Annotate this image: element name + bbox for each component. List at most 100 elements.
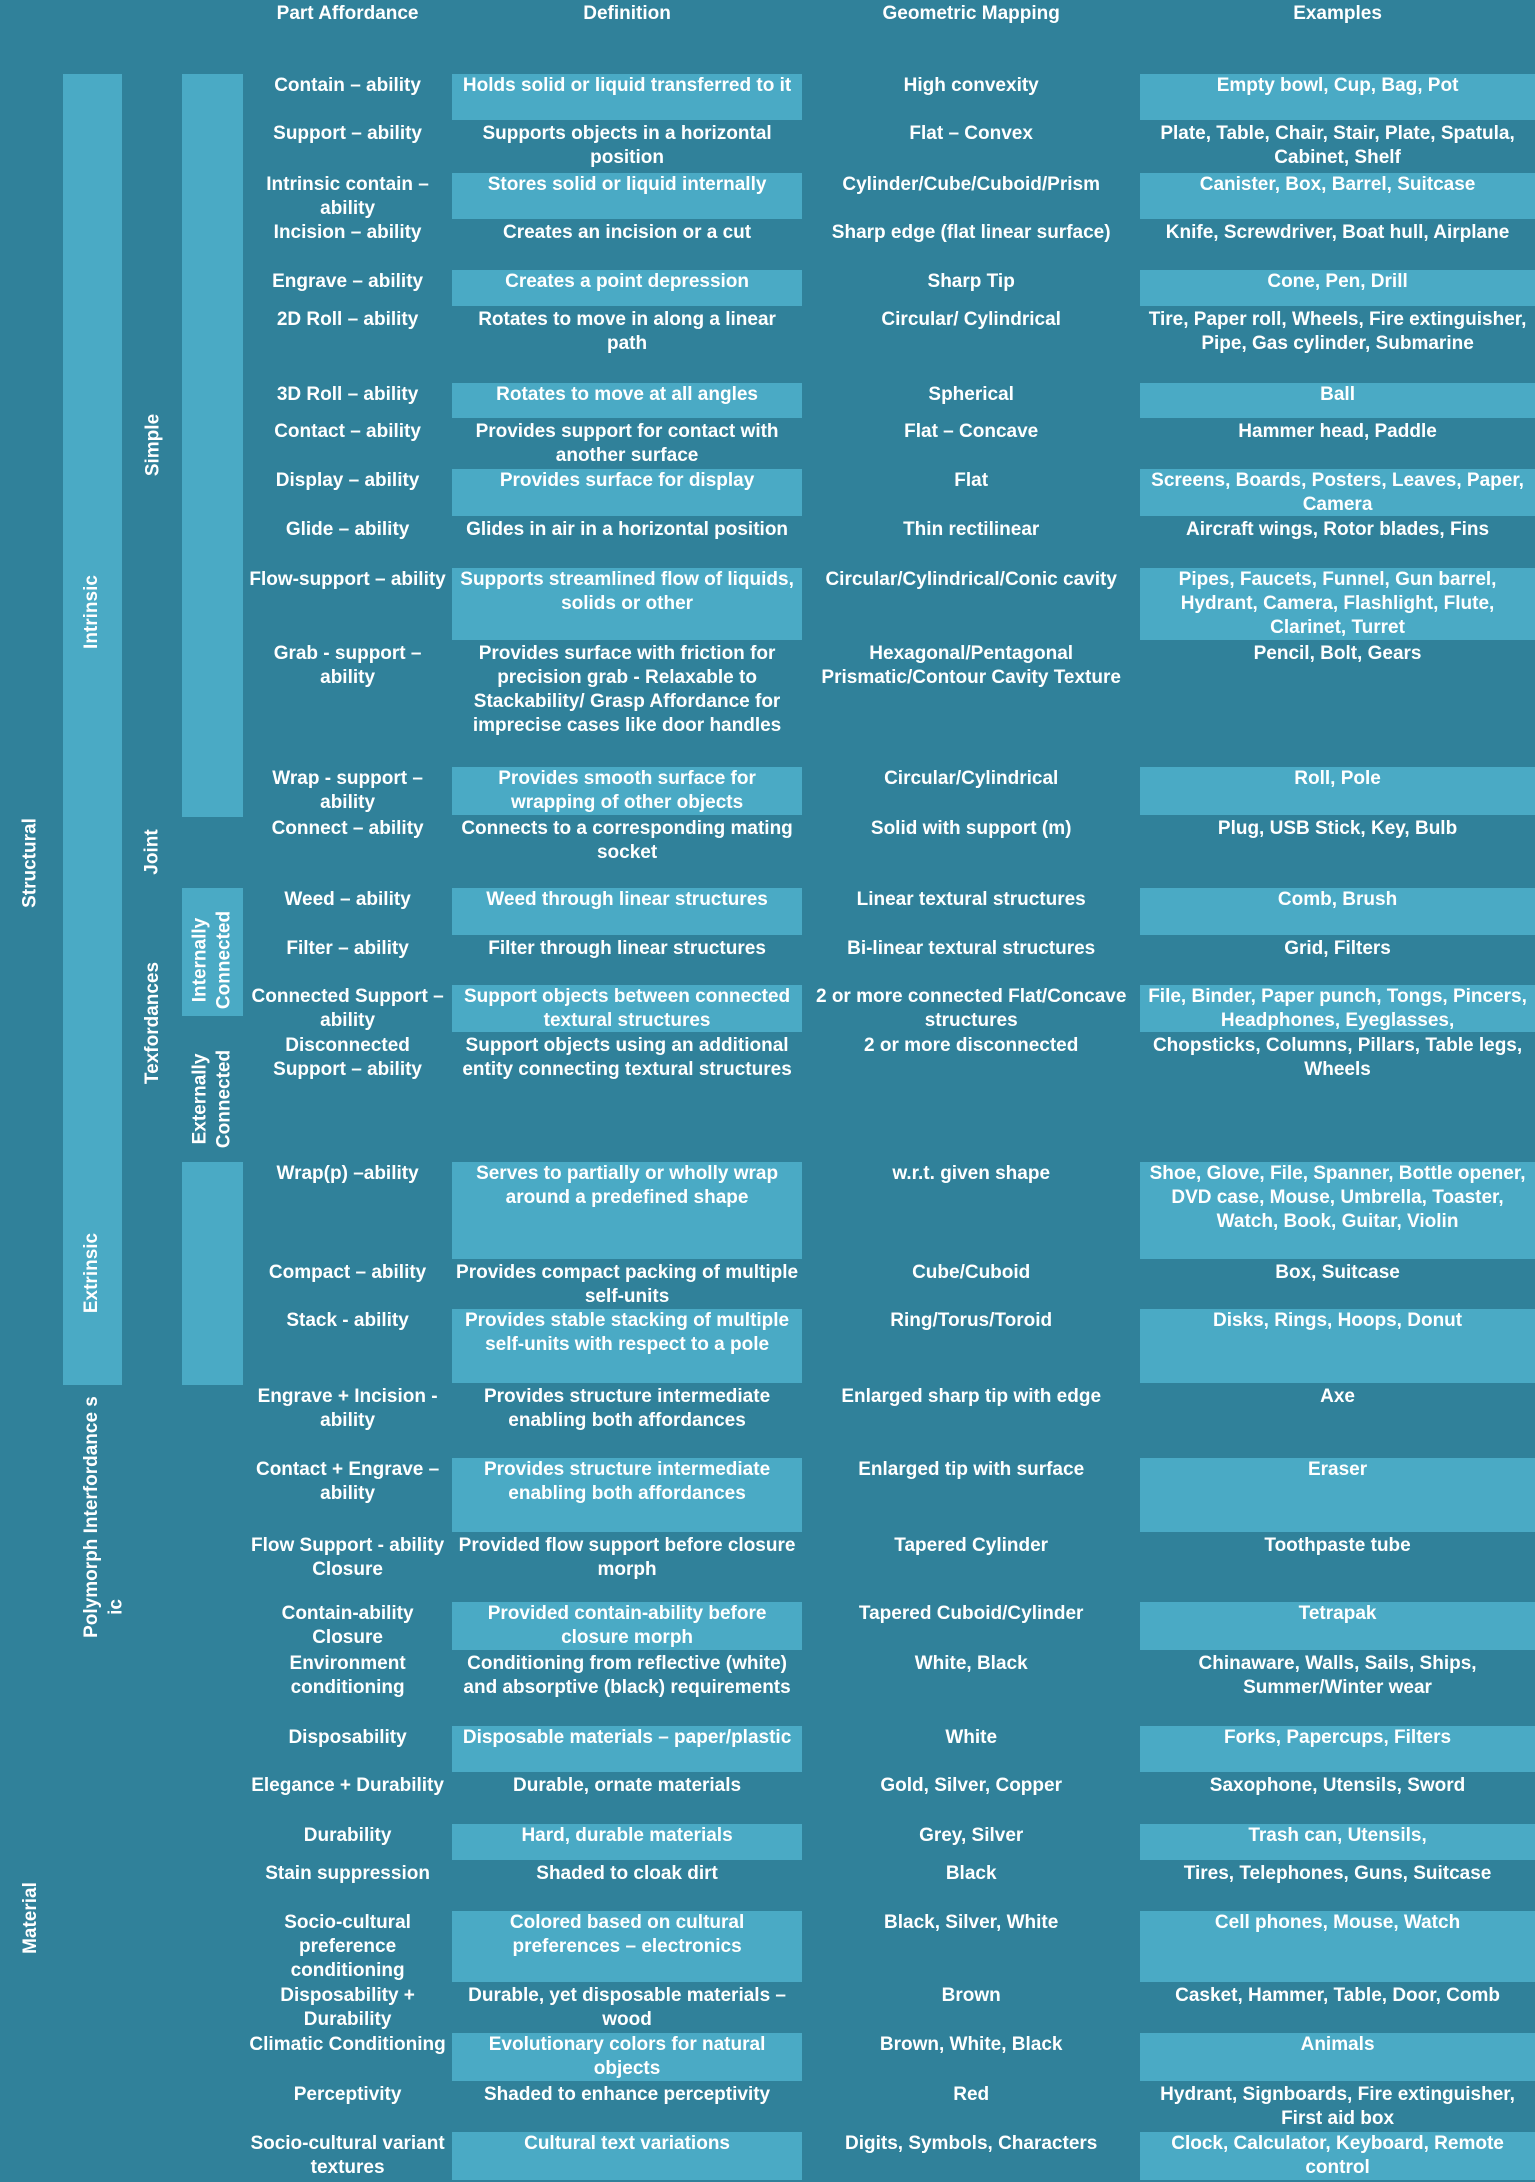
- table-cell: Aircraft wings, Rotor blades, Fins: [1186, 518, 1490, 540]
- table-cell: Sharp Tip: [927, 270, 1015, 292]
- table-cell: Grid, Filters: [1284, 937, 1391, 959]
- table-cell: Pencil, Bolt, Gears: [1253, 642, 1422, 664]
- table-cell: Flow Support - ability Closure: [251, 1534, 445, 1580]
- table-cell: Cone, Pen, Drill: [1140, 269, 1535, 306]
- table-cell: White, Black: [914, 1652, 1028, 1674]
- table-cell: Tapered Cuboid/Cylinder: [858, 1602, 1084, 1624]
- table-cell: Pipes, Faucets, Funnel, Gun barrel, Hydr…: [1140, 567, 1535, 640]
- table-cell: Gold, Silver, Copper: [880, 1775, 1062, 1797]
- table-cell: Saxophone, Utensils, Sword: [1209, 1775, 1466, 1797]
- table-cell: Tires, Telephones, Guns, Suitcase: [1183, 1862, 1492, 1884]
- table-cell: Chopsticks, Columns, Pillars, Table legs…: [1152, 1034, 1523, 1080]
- table-cell: Box, Suitcase: [1275, 1261, 1400, 1283]
- table-cell: Rotates to move in along a linear path: [478, 308, 776, 354]
- table-cell: Elegance + Durability: [251, 1775, 444, 1797]
- table-cell: Enlarged sharp tip with edge: [841, 1385, 1102, 1407]
- table-cell: Contain – ability: [274, 74, 421, 96]
- table-cell: Digits, Symbols, Characters: [844, 2132, 1098, 2154]
- table-cell: Disconnected Support – ability: [273, 1034, 423, 1080]
- table-cell: Hard, durable materials: [451, 1824, 803, 1860]
- table-cell: Black: [945, 1862, 997, 1884]
- table-cell: Flow-support – ability: [249, 568, 446, 590]
- table-cell: Ring/Torus/Toroid: [890, 1310, 1053, 1332]
- table-cell: Ball: [1140, 382, 1535, 419]
- side-label: ic: [105, 1599, 127, 1616]
- side-label: Intrinsic: [80, 575, 102, 650]
- table-cell: Wrap(p) –ability: [276, 1162, 419, 1184]
- table-cell: Engrave + Incision - ability: [257, 1385, 438, 1431]
- side-label: Simple: [141, 414, 163, 477]
- table-cell: Linear textural structures: [856, 888, 1086, 910]
- side-label: Joint: [141, 828, 163, 875]
- side-label: Structural: [19, 817, 41, 908]
- table-cell: Incision – ability: [273, 222, 422, 244]
- table-cell: Comb, Brush: [1140, 887, 1535, 935]
- table-cell: Tire, Paper roll, Wheels, Fire extinguis…: [1148, 308, 1527, 354]
- table-cell: Flat – Concave: [904, 421, 1039, 443]
- table-cell: Casket, Hammer, Table, Door, Comb: [1175, 1985, 1500, 2007]
- side-band: [182, 73, 244, 817]
- table-cell: Durability: [303, 1825, 392, 1847]
- table-cell: Stack - ability: [286, 1310, 409, 1332]
- table-cell: Compact – ability: [268, 1261, 427, 1283]
- side-label: Internally Connected: [189, 911, 235, 1010]
- table-cell: Display – ability: [275, 469, 420, 491]
- table-cell: Provides support for contact with anothe…: [475, 421, 779, 467]
- table-cell: Roll, Pole: [1140, 766, 1535, 815]
- table-cell: Disposable materials – paper/plastic: [451, 1725, 803, 1773]
- table-cell: w.r.t. given shape: [892, 1162, 1051, 1184]
- table-cell: Circular/Cylindrical: [884, 767, 1059, 789]
- table-cell: Glide – ability: [285, 518, 410, 540]
- side-band: [182, 1161, 244, 1385]
- table-cell: Thin rectilinear: [903, 518, 1040, 540]
- table-cell: Plug, USB Stick, Key, Bulb: [1217, 817, 1458, 839]
- table-cell: Provides stable stacking of multiple sel…: [451, 1309, 803, 1383]
- table-cell: Support objects between connected textur…: [451, 985, 803, 1032]
- table-cell: Stain suppression: [265, 1862, 430, 1884]
- side-label: Material: [19, 1881, 41, 1954]
- table-cell: Plate, Table, Chair, Stair, Plate, Spatu…: [1160, 123, 1515, 169]
- column-header: Definition: [583, 3, 671, 24]
- table-cell: Cell phones, Mouse, Watch: [1140, 1910, 1535, 1983]
- table-cell: Grab - support – ability: [273, 642, 422, 688]
- table-cell: Provided contain-ability before closure …: [451, 1601, 803, 1650]
- table-cell: Contact – ability: [274, 421, 421, 443]
- table-cell: Supports objects in a horizontal positio…: [482, 123, 772, 169]
- table-cell: Brown, White, Black: [879, 2034, 1063, 2056]
- side-band: [182, 887, 244, 1016]
- table-cell: Axe: [1320, 1385, 1355, 1407]
- table-cell: Clock, Calculator, Keyboard, Remote cont…: [1140, 2131, 1535, 2180]
- table-cell: Hammer head, Paddle: [1238, 421, 1437, 443]
- table-cell: Socio-cultural variant textures: [250, 2132, 445, 2178]
- table-cell: Disposability + Durability: [280, 1985, 415, 2031]
- table-cell: Conditioning from reflective (white) and…: [463, 1652, 791, 1698]
- table-cell: Glides in air in a horizontal position: [466, 518, 789, 540]
- table-cell: Intrinsic contain –ability: [266, 173, 429, 219]
- table-cell: Colored based on cultural preferences – …: [451, 1910, 803, 1983]
- table-cell: Shaded to enhance perceptivity: [483, 2084, 771, 2106]
- table-cell: Creates an incision or a cut: [502, 222, 752, 244]
- table-cell: High convexity: [903, 74, 1039, 96]
- table-cell: Provides surface for display: [451, 468, 803, 516]
- table-cell: Solid with support (m): [870, 817, 1072, 839]
- table-cell: Circular/Cylindrical/Conic cavity: [825, 568, 1117, 590]
- table-cell: Serves to partially or wholly wrap aroun…: [451, 1161, 803, 1259]
- table-cell: 3D Roll – ability: [276, 383, 419, 405]
- table-cell: Durable, yet disposable materials – wood: [468, 1985, 786, 2031]
- table-cell: Wrap - support – ability: [272, 767, 423, 813]
- table-cell: Screens, Boards, Posters, Leaves, Paper,…: [1140, 468, 1535, 516]
- table-cell: White: [945, 1726, 998, 1748]
- side-label: Externally Connected: [189, 1050, 235, 1149]
- table-cell: Disks, Rings, Hoops, Donut: [1140, 1309, 1535, 1383]
- table-cell: Circular/ Cylindrical: [881, 308, 1061, 330]
- table-cell: Evolutionary colors for natural objects: [451, 2033, 803, 2082]
- table-cell: Provides compact packing of multiple sel…: [456, 1261, 799, 1307]
- table-cell: Environment conditioning: [289, 1652, 406, 1698]
- table-cell: Weed – ability: [284, 888, 411, 910]
- table-cell: Knife, Screwdriver, Boat hull, Airplane: [1165, 222, 1510, 244]
- table-cell: Forks, Papercups, Filters: [1140, 1725, 1535, 1773]
- side-label: Polymorph Interfordance s: [80, 1395, 102, 1638]
- table-cell: Hexagonal/Pentagonal Prismatic/Contour C…: [821, 642, 1121, 688]
- table-cell: Bi-linear textural structures: [847, 937, 1096, 959]
- side-band: [62, 73, 123, 1385]
